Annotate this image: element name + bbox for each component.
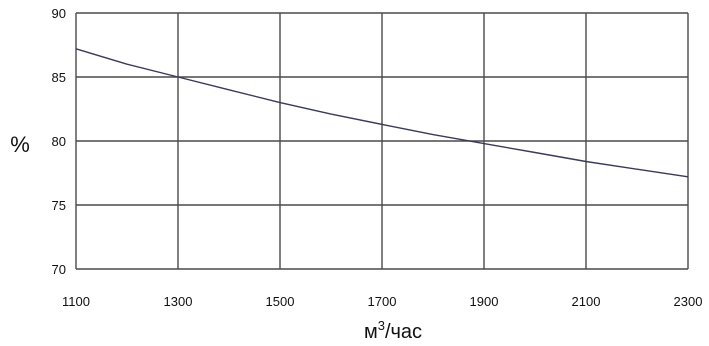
x-tick-label: 2100	[572, 294, 601, 309]
tick-labels: 70 75 80 85 90 1100 1300 1500 1700 1900 2100 2300	[52, 6, 703, 309]
x-tick-label: 1500	[266, 294, 295, 309]
x-axis-title-unit: м	[364, 321, 378, 343]
x-tick-label: 1900	[470, 294, 499, 309]
x-tick-label: 1300	[164, 294, 193, 309]
series-line	[75, 48, 689, 178]
y-tick-label: 90	[52, 6, 66, 21]
x-axis-title: м3/час	[364, 318, 422, 343]
y-tick-label: 70	[52, 262, 66, 277]
data-line-group	[75, 48, 689, 178]
y-tick-label: 80	[52, 134, 66, 149]
x-tick-label: 1700	[368, 294, 397, 309]
x-tick-label: 2300	[674, 294, 703, 309]
grid	[75, 12, 689, 270]
x-axis-title-superscript: 3	[378, 318, 385, 333]
y-tick-label: 85	[52, 70, 66, 85]
x-tick-label: 1100	[62, 294, 90, 309]
x-axis-title-suffix: /час	[385, 321, 422, 343]
y-axis-title: %	[10, 132, 30, 157]
y-tick-label: 75	[52, 198, 66, 213]
